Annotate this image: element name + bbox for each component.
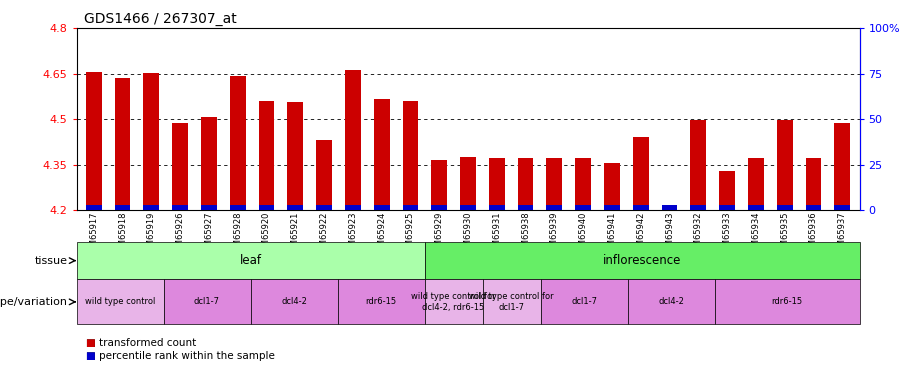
Text: ■: ■ <box>86 351 95 361</box>
Bar <box>258 102 274 210</box>
Bar <box>345 70 361 210</box>
Bar <box>489 159 505 210</box>
Bar <box>748 205 764 210</box>
Bar <box>777 120 793 210</box>
Text: leaf: leaf <box>239 254 262 267</box>
Bar <box>834 205 850 210</box>
Bar <box>575 159 591 210</box>
Bar <box>143 205 159 210</box>
Bar <box>258 205 274 210</box>
Bar <box>374 99 390 210</box>
Text: dcl1-7: dcl1-7 <box>571 297 597 306</box>
Bar <box>748 158 764 210</box>
Bar <box>345 205 361 210</box>
Bar <box>690 205 707 210</box>
Bar <box>374 205 390 210</box>
Bar <box>287 205 303 210</box>
Bar <box>806 205 822 210</box>
Bar <box>633 137 649 210</box>
Text: dcl4-2: dcl4-2 <box>658 297 684 306</box>
Bar <box>518 205 534 210</box>
Bar <box>662 206 678 210</box>
Text: inflorescence: inflorescence <box>603 254 681 267</box>
Bar <box>719 205 735 210</box>
Text: ■ transformed count: ■ transformed count <box>86 338 196 348</box>
Text: ■: ■ <box>86 338 95 348</box>
Bar <box>402 205 418 210</box>
Bar <box>777 205 793 210</box>
Text: rdr6-15: rdr6-15 <box>771 297 803 306</box>
Bar <box>230 205 246 210</box>
Bar <box>460 157 476 210</box>
Bar <box>86 72 102 210</box>
Text: dcl4-2: dcl4-2 <box>281 297 307 306</box>
Bar <box>230 76 246 210</box>
Text: wild type control for
dcl4-2, rdr6-15: wild type control for dcl4-2, rdr6-15 <box>411 292 496 312</box>
Bar <box>431 160 447 210</box>
Bar <box>662 205 678 210</box>
Bar <box>604 163 620 210</box>
Bar <box>316 140 332 210</box>
Bar <box>460 205 476 210</box>
Bar <box>575 205 591 210</box>
Bar <box>114 205 130 210</box>
Text: wild type control for
dcl1-7: wild type control for dcl1-7 <box>469 292 554 312</box>
Bar <box>402 100 418 210</box>
Text: ■ percentile rank within the sample: ■ percentile rank within the sample <box>86 351 274 361</box>
Text: genotype/variation: genotype/variation <box>0 297 68 307</box>
Bar <box>201 117 217 210</box>
Bar <box>489 205 505 210</box>
Bar <box>114 78 130 210</box>
Bar <box>604 205 620 210</box>
Text: GDS1466 / 267307_at: GDS1466 / 267307_at <box>85 12 237 26</box>
Bar <box>172 123 188 210</box>
Text: tissue: tissue <box>34 256 68 266</box>
Bar <box>172 205 188 210</box>
Text: dcl1-7: dcl1-7 <box>194 297 220 306</box>
Bar <box>316 205 332 210</box>
Bar <box>201 205 217 210</box>
Bar <box>287 102 303 210</box>
Bar <box>546 205 562 210</box>
Text: rdr6-15: rdr6-15 <box>365 297 397 306</box>
Bar <box>86 205 102 210</box>
Bar <box>546 158 562 210</box>
Bar <box>143 73 159 210</box>
Bar <box>690 120 707 210</box>
Bar <box>834 123 850 210</box>
Bar <box>806 158 822 210</box>
Bar <box>633 205 649 210</box>
Text: wild type control: wild type control <box>85 297 155 306</box>
Bar <box>719 171 735 210</box>
Bar <box>431 205 447 210</box>
Bar <box>518 159 534 210</box>
